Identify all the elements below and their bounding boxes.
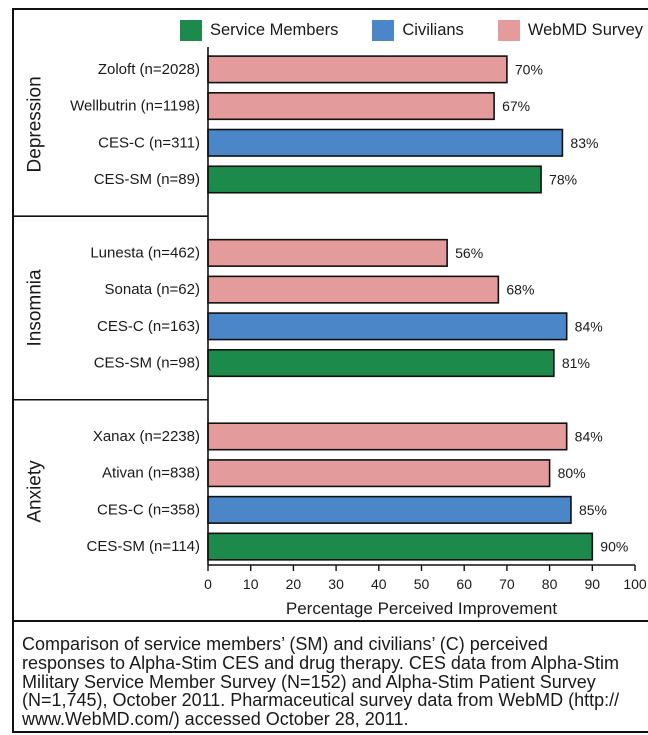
- category-label-ces-sm-n-89: CES-SM (n=89): [94, 171, 200, 188]
- value-suffix: %: [518, 98, 530, 114]
- bar-insomnia-ces-c-n-163: [207, 312, 568, 341]
- legend-item-service-members: Service Members: [180, 19, 339, 41]
- x-tick-label: 20: [286, 576, 302, 592]
- group-label-anxiety: Anxiety: [25, 460, 46, 523]
- category-label-ces-c-n-163: CES-C (n=163): [97, 318, 200, 335]
- x-tick-label: 100: [623, 576, 647, 592]
- caption-line: Military Service Member Survey (N=152) a…: [22, 671, 596, 692]
- value-suffix: %: [595, 502, 607, 518]
- value-suffix: %: [616, 539, 628, 555]
- value-suffix: %: [577, 355, 589, 371]
- bar-insomnia-sonata-n-62: [207, 275, 500, 304]
- legend-item-webmd-survey: WebMD Survey: [497, 19, 644, 41]
- legend-label-webmd-survey: WebMD Survey: [527, 20, 644, 39]
- value-suffix: %: [530, 61, 542, 77]
- bar-depression-ces-sm-n-89: [207, 165, 542, 194]
- x-tick-label: 40: [371, 576, 387, 592]
- value-number: 85: [579, 502, 595, 518]
- chart-marks: Zoloft (n=2028) 70% Wellbutrin (n=1198) 67%…: [25, 55, 628, 561]
- legend-item-civilians: Civilians: [372, 19, 464, 41]
- caption-line: responses to Alpha-Stim CES and drug the…: [22, 652, 619, 673]
- value-suffix: %: [590, 318, 602, 334]
- category-label-lunesta-n-462: Lunesta (n=462): [90, 244, 200, 261]
- legend: Service Members Civilians WebMD Survey: [180, 19, 643, 41]
- x-tick-label: 60: [456, 576, 472, 592]
- bar-depression-zoloft-n-2028: [207, 55, 508, 84]
- value-number: 83: [570, 135, 586, 151]
- legend-swatch-webmd-survey: [497, 19, 520, 41]
- x-tick-label: 70: [499, 576, 515, 592]
- bar-depression-wellbutrin-n-1198: [207, 92, 495, 121]
- caption-line: www.WebMD.com/) accessed October 28, 201…: [22, 709, 409, 730]
- legend-label-service-members: Service Members: [210, 20, 339, 39]
- value-number: 67: [502, 98, 518, 114]
- value-label-lunesta-n-462: 56%: [455, 245, 483, 261]
- bar-insomnia-lunesta-n-462: [207, 238, 448, 267]
- value-suffix: %: [471, 245, 483, 261]
- value-number: 68: [506, 282, 522, 298]
- caption-divider: [12, 620, 648, 622]
- category-label-sonata-n-62: Sonata (n=62): [105, 281, 201, 298]
- value-label-sonata-n-62: 68%: [506, 282, 534, 298]
- category-label-ces-c-n-358: CES-C (n=358): [97, 501, 200, 518]
- value-label-wellbutrin-n-1198: 67%: [502, 98, 530, 114]
- x-tick-label: 10: [243, 576, 259, 592]
- group-label-insomnia: Insomnia: [25, 269, 46, 347]
- value-suffix: %: [573, 465, 585, 481]
- legend-swatch-civilians: [372, 19, 395, 41]
- caption: Comparison of service members’ (SM) and …: [22, 635, 619, 729]
- value-suffix: %: [586, 135, 598, 151]
- value-number: 78: [549, 171, 565, 187]
- category-label-wellbutrin-n-1198: Wellbutrin (n=1198): [70, 98, 200, 115]
- x-tick-label: 50: [414, 576, 430, 592]
- value-label-ces-c-n-163: 84%: [575, 318, 603, 334]
- value-label-zoloft-n-2028: 70%: [515, 61, 543, 77]
- bar-chart: Zoloft (n=2028) 70% Wellbutrin (n=1198) 67%…: [12, 47, 647, 618]
- value-number: 81: [562, 355, 578, 371]
- category-label-ces-sm-n-114: CES-SM (n=114): [86, 538, 200, 555]
- legend-swatch-service-members: [180, 19, 202, 41]
- value-number: 70: [515, 61, 531, 77]
- bar-anxiety-ativan-n-838: [207, 459, 551, 488]
- value-label-ativan-n-838: 80%: [558, 465, 586, 481]
- value-number: 84: [575, 428, 591, 444]
- caption-line: Comparison of service members’ (SM) and …: [22, 634, 548, 654]
- chart-axes: 0 10 20 30 40 50 60 70 80 90 100: [12, 47, 647, 592]
- x-tick-label: 30: [328, 576, 344, 592]
- bar-insomnia-ces-sm-n-98: [207, 348, 555, 378]
- figure-frame: [12, 8, 648, 733]
- value-suffix: %: [565, 171, 577, 187]
- x-tick-label: 90: [585, 576, 601, 592]
- x-tick-label: 0: [204, 576, 212, 592]
- value-label-ces-sm-n-98: 81%: [562, 355, 590, 371]
- value-label-xanax-n-2238: 84%: [575, 428, 603, 444]
- value-number: 56: [455, 245, 471, 261]
- bar-anxiety-xanax-n-2238: [207, 422, 568, 451]
- value-number: 90: [600, 539, 616, 555]
- category-label-ces-c-n-311: CES-C (n=311): [98, 134, 200, 151]
- category-label-ces-sm-n-98: CES-SM (n=98): [94, 355, 200, 372]
- value-suffix: %: [590, 428, 602, 444]
- value-label-ces-c-n-311: 83%: [570, 135, 598, 151]
- category-label-xanax-n-2238: Xanax (n=2238): [93, 428, 200, 445]
- group-label-depression: Depression: [25, 76, 46, 172]
- value-number: 80: [558, 465, 574, 481]
- value-number: 84: [575, 318, 591, 334]
- legend-label-civilians: Civilians: [402, 20, 464, 39]
- bar-depression-ces-c-n-311: [207, 128, 564, 157]
- value-label-ces-sm-n-89: 78%: [549, 171, 577, 187]
- value-label-ces-c-n-358: 85%: [579, 502, 607, 518]
- category-label-zoloft-n-2028: Zoloft (n=2028): [98, 61, 200, 78]
- x-tick-label: 80: [542, 576, 558, 592]
- category-label-ativan-n-838: Ativan (n=838): [102, 465, 200, 482]
- bar-anxiety-ces-sm-n-114: [207, 532, 594, 561]
- value-label-ces-sm-n-114: 90%: [600, 539, 628, 555]
- x-axis-label: Percentage Perceived Improvement: [286, 599, 557, 618]
- caption-line: (N=1,745), October 2011. Pharmaceutical …: [22, 690, 620, 711]
- value-suffix: %: [522, 282, 534, 298]
- bar-anxiety-ces-c-n-358: [207, 495, 572, 524]
